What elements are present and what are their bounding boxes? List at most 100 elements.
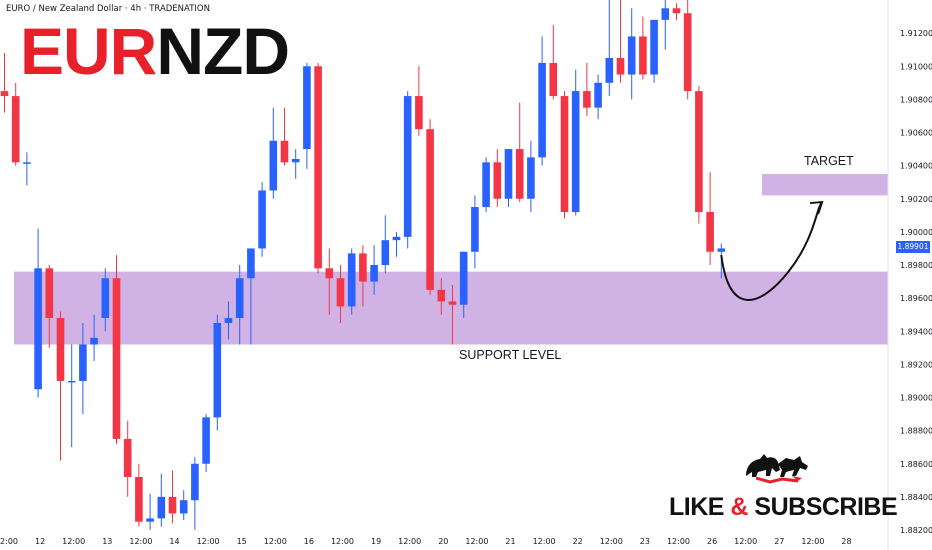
support-level-label: SUPPORT LEVEL — [459, 348, 562, 362]
candle-body — [202, 417, 210, 464]
candle-body — [79, 344, 87, 381]
support-zone — [14, 271, 888, 345]
time-tick-label: 28 — [841, 537, 851, 546]
candle-body — [23, 162, 31, 164]
time-tick-label: 12:00 — [667, 537, 690, 546]
price-tick-label: 1.91200 — [900, 29, 932, 38]
time-tick-label: 12:00 — [62, 537, 85, 546]
price-tick-label: 1.90400 — [900, 162, 932, 171]
projection-layer — [720, 200, 824, 301]
candle-body — [90, 337, 98, 345]
time-tick-label: 12 — [35, 537, 45, 546]
price-tick-label: 1.90200 — [900, 195, 932, 204]
candle-body — [325, 268, 334, 279]
time-tick-label: 13 — [102, 537, 112, 546]
candle-body — [67, 380, 76, 383]
time-tick-label: 15 — [237, 537, 247, 546]
time-tick-label: 16 — [304, 537, 314, 546]
price-tick-label: 1.90000 — [900, 228, 932, 237]
zones-layer — [14, 173, 888, 345]
price-tick-label: 1.89200 — [900, 360, 932, 369]
candle-body — [213, 322, 222, 418]
price-tick-label: 1.89800 — [900, 261, 932, 270]
current-price-tag: 1.89901 — [896, 241, 930, 253]
price-tick-label: 1.89600 — [900, 294, 932, 303]
candle-body — [426, 129, 434, 290]
candle-body — [627, 36, 636, 75]
candle-body — [56, 318, 65, 381]
time-tick-label: 21 — [505, 537, 515, 546]
candle-body — [269, 140, 278, 191]
price-tick-label: 1.91000 — [900, 62, 932, 71]
candle-body — [314, 66, 322, 269]
candle-body — [437, 289, 446, 302]
subscribe-text: SUBSCRIBE — [754, 493, 898, 521]
candle-body — [639, 36, 647, 75]
candle-body — [179, 500, 188, 514]
logo-part-2: NZD — [156, 14, 290, 88]
candle-body — [101, 278, 110, 318]
candle-body — [616, 57, 625, 75]
candle-body — [359, 253, 367, 282]
time-tick-label: 26 — [707, 537, 717, 546]
candle-body — [605, 57, 614, 83]
time-tick-label: 19 — [371, 537, 381, 546]
candle-body — [191, 463, 199, 501]
candle-body — [448, 301, 457, 305]
candle-body — [471, 207, 479, 252]
time-tick-label: 20 — [438, 537, 448, 546]
projection-arrowhead — [810, 200, 824, 215]
time-tick-label: 23 — [640, 537, 650, 546]
price-tick-label: 1.89000 — [900, 394, 932, 403]
time-tick-label: 12:00 — [264, 537, 287, 546]
logo-part-1: EUR — [20, 14, 157, 88]
candle-body — [538, 62, 546, 158]
candle-body — [45, 268, 54, 318]
like-subscribe-banner[interactable]: LIKE & SUBSCRIBE — [669, 493, 898, 522]
time-tick-label: 12:00 — [0, 537, 18, 546]
candle-body — [224, 318, 233, 323]
candle-body — [11, 96, 20, 163]
candle-body — [571, 91, 580, 212]
candle-body — [392, 236, 401, 241]
ampersand-text: & — [730, 493, 748, 521]
candle-body — [695, 91, 703, 212]
candle-body — [403, 96, 412, 237]
price-tick-label: 1.88200 — [900, 526, 932, 535]
candle-body — [717, 248, 726, 252]
price-tick-label: 1.90600 — [900, 129, 932, 138]
price-axis[interactable]: 1.88200 1.88400 1.88600 1.88800 1.89000 1.892… — [887, 0, 932, 550]
candle-body — [381, 240, 390, 265]
candle-body — [0, 91, 9, 97]
candle-body — [247, 248, 255, 279]
candle-body — [258, 190, 266, 249]
candle-body — [347, 253, 356, 307]
candle-body — [291, 159, 300, 163]
candles-layer — [0, 0, 726, 530]
time-tick-label: 27 — [774, 537, 784, 546]
time-tick-label: 12:00 — [331, 537, 354, 546]
time-tick-label: 12:00 — [600, 537, 623, 546]
chart-subtitle: EURO / New Zealand Dollar · 4h · TRADENA… — [6, 4, 210, 14]
candle-body — [504, 149, 513, 199]
time-tick-label: 14 — [169, 537, 179, 546]
time-tick-label: 12:00 — [398, 537, 421, 546]
target-label: TARGET — [804, 154, 854, 168]
candle-body — [336, 278, 345, 307]
candle-body — [459, 251, 468, 305]
candle-body — [157, 496, 166, 519]
candle-body — [112, 278, 121, 439]
candle-body — [515, 149, 524, 199]
candle-body — [123, 438, 132, 477]
candle-body — [235, 278, 244, 318]
price-tick-label: 1.90800 — [900, 95, 932, 104]
candle-body — [303, 66, 311, 150]
candle-body — [583, 91, 591, 108]
candle-body — [661, 8, 670, 20]
time-axis[interactable]: 12:00 12 12:00 13 12:00 14 12:00 15 12:00 16 12:00… — [0, 537, 852, 546]
time-tick-label: 12:00 — [533, 537, 556, 546]
candle-body — [706, 212, 714, 252]
price-tick-label: 1.88600 — [900, 460, 932, 469]
